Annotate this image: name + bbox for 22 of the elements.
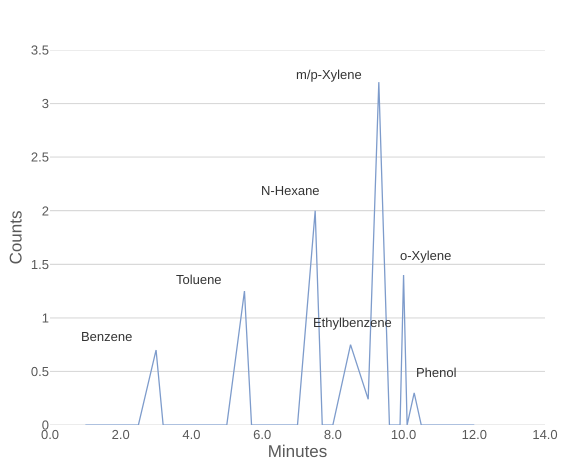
annotation: Phenol	[416, 365, 457, 380]
x-tick-label: 4.0	[182, 427, 200, 442]
x-tick-label: 6.0	[253, 427, 272, 442]
y-tick-label: 3.5	[30, 42, 49, 58]
y-tick-label: 0.5	[30, 364, 49, 379]
y-tick-label: 1	[42, 310, 49, 326]
annotation: Benzene	[81, 329, 132, 344]
y-tick-label: 2.5	[30, 150, 49, 165]
y-axis-title: Counts	[6, 210, 26, 264]
x-tick-label: 12.0	[462, 427, 487, 442]
annotation: m/p-Xylene	[296, 67, 362, 82]
annotation: o-Xylene	[400, 248, 452, 263]
annotation: N-Hexane	[261, 183, 320, 198]
x-axis-title: Minutes	[268, 442, 328, 461]
x-tick-label: 10.0	[390, 427, 416, 442]
y-tick-label: 1.5	[30, 256, 49, 272]
y-tick-label: 3	[42, 96, 49, 112]
y-tick-label: 2	[42, 203, 49, 218]
x-tick-label: 14.0	[532, 427, 558, 442]
annotation: Toluene	[176, 272, 222, 287]
x-tick-label: 2.0	[112, 427, 130, 442]
x-tick-label: 8.0	[324, 427, 342, 442]
